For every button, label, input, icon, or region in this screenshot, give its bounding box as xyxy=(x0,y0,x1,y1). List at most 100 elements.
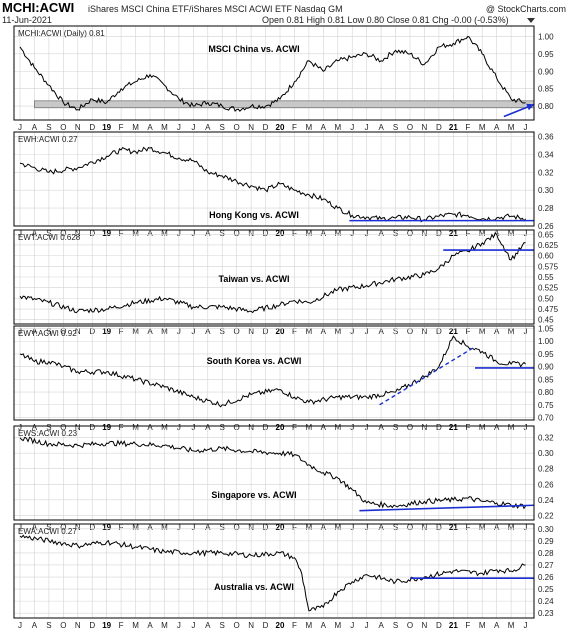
y-tick-label: 1.00 xyxy=(538,337,554,346)
y-tick-label: 0.26 xyxy=(538,573,554,582)
panel-frame xyxy=(13,523,535,619)
x-tick-label: F xyxy=(465,621,470,630)
y-tick-label: 0.32 xyxy=(538,434,554,443)
x-tick-label: 19 xyxy=(102,621,111,630)
ratio-series-line xyxy=(19,436,527,510)
panel-label: EWY:ACWI 0.92 xyxy=(18,329,77,338)
y-tick-label: 0.24 xyxy=(538,597,554,606)
y-tick-label: 0.575 xyxy=(538,262,559,271)
x-tick-label: M xyxy=(334,123,341,132)
panel-title: Taiwan vs. ACWI xyxy=(218,274,289,284)
y-tick-label: 0.475 xyxy=(538,305,559,314)
annotation-arrow-head xyxy=(526,103,535,111)
x-tick-label: A xyxy=(494,621,500,630)
x-tick-label: S xyxy=(220,123,225,132)
y-tick-label: 0.32 xyxy=(538,168,554,177)
panel-ews: 0.32 0.30 0.28 0.26 0.24 0.22 EWS:ACWI 0.23 Sin… xyxy=(13,425,554,532)
x-tick-label: A xyxy=(378,621,384,630)
y-tick-label: 0.28 xyxy=(538,204,554,213)
panels-container: 1.00 0.95 0.90 0.85 0.80 MCHI:ACWI (Daily) 0.… xyxy=(13,25,559,630)
y-tick-label: 0.625 xyxy=(538,241,559,250)
x-tick-label: M xyxy=(132,123,139,132)
x-tick-label: A xyxy=(32,327,38,336)
x-tick-label: O xyxy=(407,123,413,132)
x-tick-label: M xyxy=(306,621,313,630)
panel-ewh: 0.36 0.34 0.32 0.30 0.28 0.26 EWH:ACWI 0.27 Hon… xyxy=(13,131,554,238)
y-tick-label: 0.85 xyxy=(538,85,554,94)
x-tick-label: O xyxy=(234,621,240,630)
settings-caret-icon[interactable] xyxy=(527,18,535,23)
panel-frame xyxy=(13,229,535,325)
y-tick-label: 0.90 xyxy=(538,67,554,76)
x-tick-label: J xyxy=(18,123,22,132)
x-tick-label: S xyxy=(46,123,51,132)
x-tick-label: A xyxy=(378,523,384,532)
x-tick-label: M xyxy=(132,621,139,630)
x-tick-label: D xyxy=(436,123,442,132)
x-tick-label: A xyxy=(321,229,327,238)
y-tick-label: 1.00 xyxy=(538,32,554,41)
y-tick-label: 0.55 xyxy=(538,273,554,282)
y-tick-label: 0.60 xyxy=(538,252,554,261)
x-tick-label: M xyxy=(508,123,515,132)
y-tick-label: 0.26 xyxy=(538,480,554,489)
x-tick-label: N xyxy=(422,621,428,630)
x-tick-label: A xyxy=(205,423,211,432)
x-tick-label: O xyxy=(60,123,66,132)
x-tick-label: A xyxy=(494,327,500,336)
x-tick-label: 21 xyxy=(449,621,458,630)
x-tick-label: N xyxy=(248,123,254,132)
x-tick-label: M xyxy=(508,621,515,630)
trend-line xyxy=(379,346,474,406)
y-tick-label: 0.22 xyxy=(538,511,554,520)
x-tick-label: F xyxy=(292,123,297,132)
y-tick-label: 0.65 xyxy=(538,230,554,239)
panel-mchi: 1.00 0.95 0.90 0.85 0.80 MCHI:ACWI (Daily) 0.… xyxy=(13,25,554,132)
x-tick-label: J xyxy=(365,123,369,132)
x-tick-label: A xyxy=(321,621,327,630)
x-tick-label: J xyxy=(191,123,195,132)
x-tick-label: J xyxy=(524,123,528,132)
x-tick-label: 21 xyxy=(449,123,458,132)
x-tick-label: F xyxy=(465,123,470,132)
ohlc-readout: Open 0.81 High 0.81 Low 0.80 Close 0.81 … xyxy=(262,15,509,25)
panel-frame xyxy=(13,131,535,227)
x-tick-label: A xyxy=(205,123,211,132)
panel-label: EWA:ACWI 0.27 xyxy=(18,527,77,536)
x-tick-label: F xyxy=(292,621,297,630)
y-tick-label: 0.80 xyxy=(538,388,554,397)
y-tick-label: 0.95 xyxy=(538,50,554,59)
y-tick-label: 0.50 xyxy=(538,294,554,303)
x-tick-label: A xyxy=(147,123,153,132)
panel-title: Singapore vs. ACWI xyxy=(211,490,296,500)
x-tick-label: F xyxy=(119,123,124,132)
x-tick-label: D xyxy=(263,621,269,630)
ratio-series-line xyxy=(19,146,526,223)
x-tick-label: A xyxy=(147,621,153,630)
panel-label: EWS:ACWI 0.23 xyxy=(18,429,78,438)
x-tick-label: A xyxy=(32,423,38,432)
x-tick-label: A xyxy=(147,327,153,336)
x-tick-label: J xyxy=(350,621,354,630)
x-tick-label: M xyxy=(479,621,486,630)
x-tick-label: A xyxy=(494,123,500,132)
x-tick-label: A xyxy=(378,229,384,238)
panel-title: Hong Kong vs. ACWI xyxy=(209,210,299,220)
x-tick-label: J xyxy=(350,123,354,132)
x-tick-label: 19 xyxy=(102,123,111,132)
x-tick-label: J xyxy=(191,621,195,630)
panel-label: EWT:ACWI 0.628 xyxy=(18,233,81,242)
x-tick-label: A xyxy=(147,523,153,532)
x-tick-label: O xyxy=(60,621,66,630)
x-tick-label: A xyxy=(494,523,500,532)
x-tick-label: A xyxy=(378,423,384,432)
y-tick-label: 0.27 xyxy=(538,561,554,570)
ratio-series-line xyxy=(19,35,526,112)
y-tick-label: 0.28 xyxy=(538,465,554,474)
x-tick-label: 20 xyxy=(276,621,285,630)
x-tick-label: D xyxy=(436,621,442,630)
y-tick-label: 0.29 xyxy=(538,537,554,546)
date-label: 11-Jun-2021 xyxy=(2,15,52,25)
